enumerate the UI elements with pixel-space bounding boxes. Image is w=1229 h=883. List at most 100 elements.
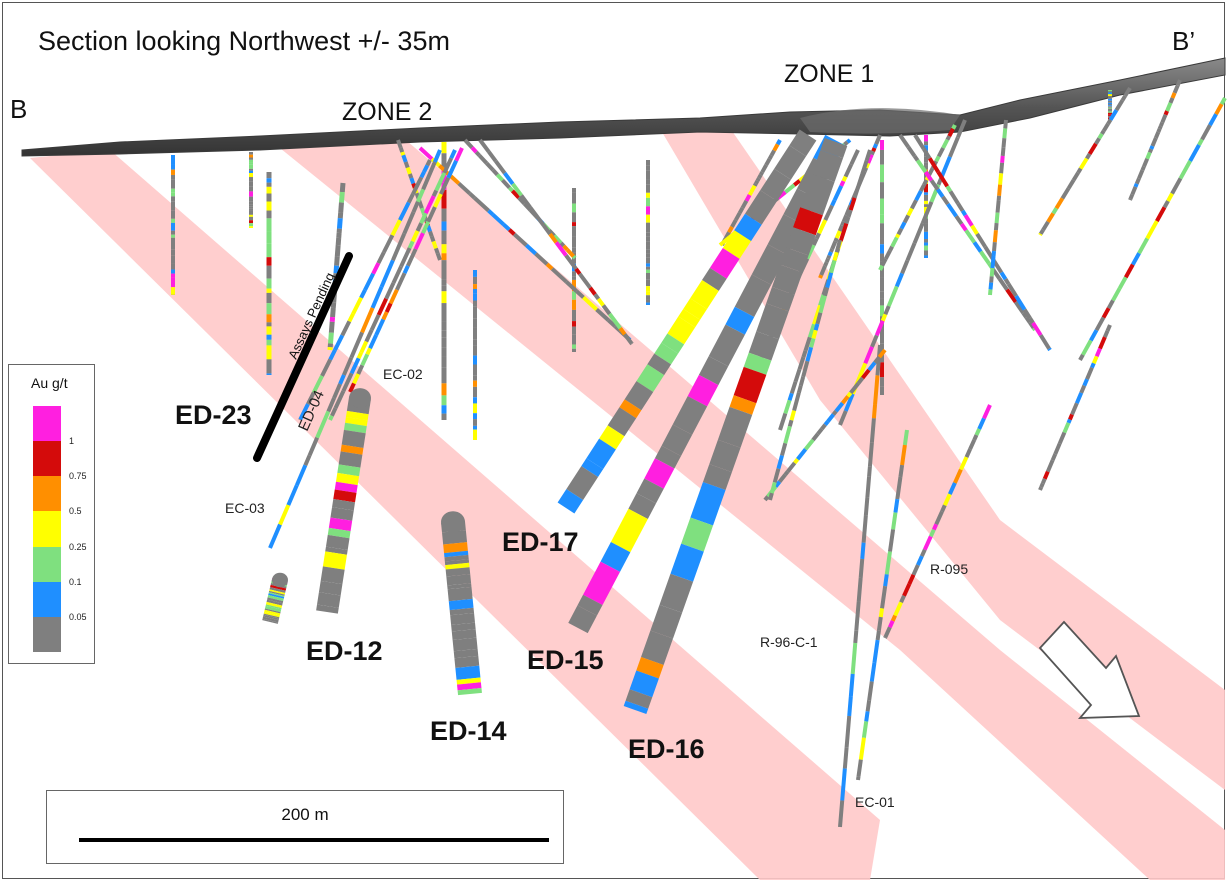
assay-interval [501,178,511,190]
assay-interval [977,417,986,430]
assay-interval [606,318,617,328]
assay-interval [423,195,436,215]
assay-interval [833,237,839,243]
assay-interval [826,254,832,260]
assay-interval [491,168,499,177]
assay-interval [360,307,375,334]
hole-collar-cap [272,572,288,588]
assay-interval [972,241,983,253]
assay-interval [454,655,480,668]
assay-interval [814,232,821,240]
assay-interval [388,289,399,305]
assay-interval [757,173,763,180]
assay-interval [827,251,833,257]
assay-interval [994,212,1000,224]
assay-interval [425,159,432,167]
assay-interval [1168,97,1175,104]
assay-interval [1131,252,1141,266]
assay-interval [869,418,876,443]
assay-interval [1028,321,1036,330]
assay-interval [364,329,374,343]
assay-interval [636,364,665,392]
undefined [557,129,817,514]
assay-interval [564,280,578,293]
assay-interval [906,145,917,158]
assay-interval [1085,152,1092,160]
assay-interval [869,662,877,682]
assay-interval [428,230,434,238]
assay-interval [841,214,849,223]
assay-interval [422,164,430,173]
assay-interval [359,289,367,299]
assay-interval [359,340,369,354]
assay-interval [863,497,870,516]
assay-interval [382,234,395,254]
undefined [478,138,634,346]
assay-interval [268,523,282,549]
assay-interval [871,147,877,153]
assay-interval [796,385,803,394]
legend-tick-label: 0.1 [69,576,82,587]
assay-interval [846,138,852,144]
assay-interval [478,138,491,153]
assay-interval [341,429,366,448]
assay-interval [878,264,884,271]
assay-interval [894,272,904,288]
assay-interval [1160,113,1168,124]
legend-swatch [33,546,61,582]
assay-interval [913,133,926,150]
assay-interval [432,244,438,250]
assay-interval [886,285,899,307]
assay-interval [864,149,872,161]
assay-interval [956,202,965,212]
assay-interval [1000,155,1005,163]
assay-interval [311,375,324,394]
assay-interval [1070,402,1079,416]
assay-interval [891,512,898,530]
assay-interval [1078,157,1089,170]
assay-interval [1031,326,1037,332]
assay-interval [343,422,367,434]
assay-interval [368,334,378,350]
assay-interval [670,543,704,582]
assay-interval [335,237,342,246]
assay-interval [900,444,907,466]
legend-swatch [33,476,61,512]
assay-interval [352,373,361,385]
assay-interval [839,180,846,187]
assay-interval [866,156,873,164]
undefined [1128,79,1182,201]
assay-interval [768,492,774,501]
assay-interval [1038,486,1044,491]
assay-interval [982,404,992,420]
assay-interval [1003,119,1008,129]
assay-interval [421,220,431,234]
assay-interval [593,293,601,301]
hole-collar-cap [349,388,371,408]
assay-interval [267,594,284,602]
assay-interval [618,327,627,336]
assay-interval [883,249,892,260]
assay-interval [860,159,869,175]
assay-interval [934,155,941,163]
assay-interval [577,594,603,616]
assay-interval [562,244,569,252]
assay-interval [690,279,719,310]
assay-interval [756,303,789,340]
assay-interval [809,337,816,348]
assay-interval [1062,422,1071,434]
assay-interval [832,185,844,202]
assay-interval [315,410,331,439]
assay-interval [1074,392,1084,405]
assay-interval [398,147,405,153]
assay-interval [838,222,849,242]
assay-interval [846,391,853,398]
assay-interval [536,216,546,227]
assay-interval [922,535,933,551]
assay-interval [813,323,820,331]
assay-interval [789,129,817,157]
assay-interval [820,137,848,159]
assay-interval [411,176,424,196]
assay-interval [853,630,859,644]
